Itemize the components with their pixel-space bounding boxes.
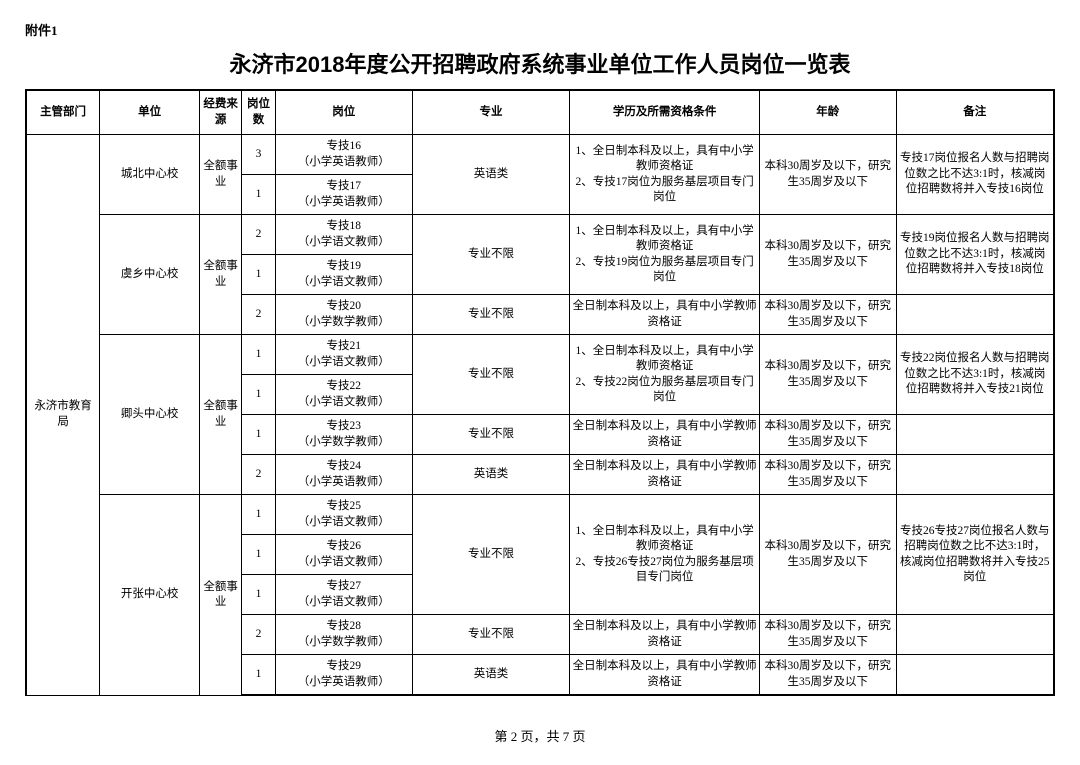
table-row: 卿头中心校全额事业1专技21 （小学语文教师）专业不限1、全日制本科及以上，具有… — [26, 335, 1054, 375]
post-cell: 专技23 （小学数学教师） — [275, 415, 412, 455]
qual-cell: 全日制本科及以上，具有中小学教师资格证 — [570, 295, 759, 335]
note-cell: 专技22岗位报名人数与招聘岗位数之比不达3:1时，核减岗位招聘数将并入专技21岗… — [896, 335, 1054, 415]
fund-cell: 全额事业 — [200, 215, 242, 335]
major-cell: 专业不限 — [412, 215, 570, 295]
age-cell: 本科30周岁及以下，研究生35周岁及以下 — [759, 415, 896, 455]
table-row: 永济市教育局城北中心校全额事业3专技16 （小学英语教师）英语类1、全日制本科及… — [26, 135, 1054, 175]
col-post: 岗位 — [275, 90, 412, 135]
post-cell: 专技16 （小学英语教师） — [275, 135, 412, 175]
post-cell: 专技27 （小学语文教师） — [275, 575, 412, 615]
major-cell: 英语类 — [412, 135, 570, 215]
post-cell: 专技26 （小学语文教师） — [275, 535, 412, 575]
count-cell: 1 — [242, 495, 276, 535]
post-cell: 专技21 （小学语文教师） — [275, 335, 412, 375]
col-dept: 主管部门 — [26, 90, 100, 135]
count-cell: 2 — [242, 615, 276, 655]
count-cell: 2 — [242, 215, 276, 255]
age-cell: 本科30周岁及以下，研究生35周岁及以下 — [759, 615, 896, 655]
post-cell: 专技29 （小学英语教师） — [275, 655, 412, 696]
age-cell: 本科30周岁及以下，研究生35周岁及以下 — [759, 135, 896, 215]
count-cell: 1 — [242, 535, 276, 575]
col-fund: 经费来源 — [200, 90, 242, 135]
major-cell: 英语类 — [412, 655, 570, 696]
post-cell: 专技17 （小学英语教师） — [275, 175, 412, 215]
col-major: 专业 — [412, 90, 570, 135]
note-cell: 专技26专技27岗位报名人数与招聘岗位数之比不达3:1时，核减岗位招聘数将并入专… — [896, 495, 1054, 615]
table-row: 开张中心校全额事业1专技25 （小学语文教师）专业不限1、全日制本科及以上，具有… — [26, 495, 1054, 535]
post-cell: 专技25 （小学语文教师） — [275, 495, 412, 535]
dept-cell: 永济市教育局 — [26, 135, 100, 696]
unit-cell: 虞乡中心校 — [100, 215, 200, 335]
col-note: 备注 — [896, 90, 1054, 135]
note-cell — [896, 295, 1054, 335]
col-age: 年龄 — [759, 90, 896, 135]
post-cell: 专技28 （小学数学教师） — [275, 615, 412, 655]
post-cell: 专技20 （小学数学教师） — [275, 295, 412, 335]
major-cell: 专业不限 — [412, 615, 570, 655]
age-cell: 本科30周岁及以下，研究生35周岁及以下 — [759, 655, 896, 696]
table-row: 虞乡中心校全额事业2专技18 （小学语文教师）专业不限1、全日制本科及以上，具有… — [26, 215, 1054, 255]
count-cell: 2 — [242, 295, 276, 335]
fund-cell: 全额事业 — [200, 335, 242, 495]
age-cell: 本科30周岁及以下，研究生35周岁及以下 — [759, 335, 896, 415]
qual-cell: 全日制本科及以上，具有中小学教师资格证 — [570, 615, 759, 655]
qual-cell: 全日制本科及以上，具有中小学教师资格证 — [570, 455, 759, 495]
major-cell: 专业不限 — [412, 335, 570, 415]
post-cell: 专技18 （小学语文教师） — [275, 215, 412, 255]
page-title: 永济市2018年度公开招聘政府系统事业单位工作人员岗位一览表 — [25, 47, 1055, 79]
attachment-label: 附件1 — [25, 20, 1055, 39]
count-cell: 1 — [242, 375, 276, 415]
note-cell — [896, 455, 1054, 495]
fund-cell: 全额事业 — [200, 495, 242, 696]
note-cell — [896, 415, 1054, 455]
positions-table: 主管部门 单位 经费来源 岗位数 岗位 专业 学历及所需资格条件 年龄 备注 永… — [25, 89, 1055, 696]
age-cell: 本科30周岁及以下，研究生35周岁及以下 — [759, 295, 896, 335]
age-cell: 本科30周岁及以下，研究生35周岁及以下 — [759, 495, 896, 615]
note-cell — [896, 655, 1054, 696]
age-cell: 本科30周岁及以下，研究生35周岁及以下 — [759, 455, 896, 495]
fund-cell: 全额事业 — [200, 135, 242, 215]
col-unit: 单位 — [100, 90, 200, 135]
page-indicator: 第 2 页，共 7 页 — [25, 726, 1055, 745]
age-cell: 本科30周岁及以下，研究生35周岁及以下 — [759, 215, 896, 295]
count-cell: 1 — [242, 175, 276, 215]
count-cell: 2 — [242, 455, 276, 495]
major-cell: 专业不限 — [412, 415, 570, 455]
table-header-row: 主管部门 单位 经费来源 岗位数 岗位 专业 学历及所需资格条件 年龄 备注 — [26, 90, 1054, 135]
qual-cell: 1、全日制本科及以上，具有中小学教师资格证 2、专技19岗位为服务基层项目专门岗… — [570, 215, 759, 295]
unit-cell: 开张中心校 — [100, 495, 200, 696]
major-cell: 英语类 — [412, 455, 570, 495]
major-cell: 专业不限 — [412, 295, 570, 335]
qual-cell: 1、全日制本科及以上，具有中小学教师资格证 2、专技22岗位为服务基层项目专门岗… — [570, 335, 759, 415]
note-cell — [896, 615, 1054, 655]
post-cell: 专技19 （小学语文教师） — [275, 255, 412, 295]
count-cell: 1 — [242, 655, 276, 696]
col-qual: 学历及所需资格条件 — [570, 90, 759, 135]
unit-cell: 卿头中心校 — [100, 335, 200, 495]
count-cell: 1 — [242, 415, 276, 455]
note-cell: 专技17岗位报名人数与招聘岗位数之比不达3:1时，核减岗位招聘数将并入专技16岗… — [896, 135, 1054, 215]
col-count: 岗位数 — [242, 90, 276, 135]
note-cell: 专技19岗位报名人数与招聘岗位数之比不达3:1时，核减岗位招聘数将并入专技18岗… — [896, 215, 1054, 295]
qual-cell: 全日制本科及以上，具有中小学教师资格证 — [570, 415, 759, 455]
qual-cell: 全日制本科及以上，具有中小学教师资格证 — [570, 655, 759, 696]
count-cell: 1 — [242, 335, 276, 375]
post-cell: 专技22 （小学语文教师） — [275, 375, 412, 415]
unit-cell: 城北中心校 — [100, 135, 200, 215]
count-cell: 1 — [242, 255, 276, 295]
qual-cell: 1、全日制本科及以上，具有中小学教师资格证 2、专技17岗位为服务基层项目专门岗… — [570, 135, 759, 215]
qual-cell: 1、全日制本科及以上，具有中小学教师资格证 2、专技26专技27岗位为服务基层项… — [570, 495, 759, 615]
major-cell: 专业不限 — [412, 495, 570, 615]
count-cell: 3 — [242, 135, 276, 175]
count-cell: 1 — [242, 575, 276, 615]
post-cell: 专技24 （小学英语教师） — [275, 455, 412, 495]
